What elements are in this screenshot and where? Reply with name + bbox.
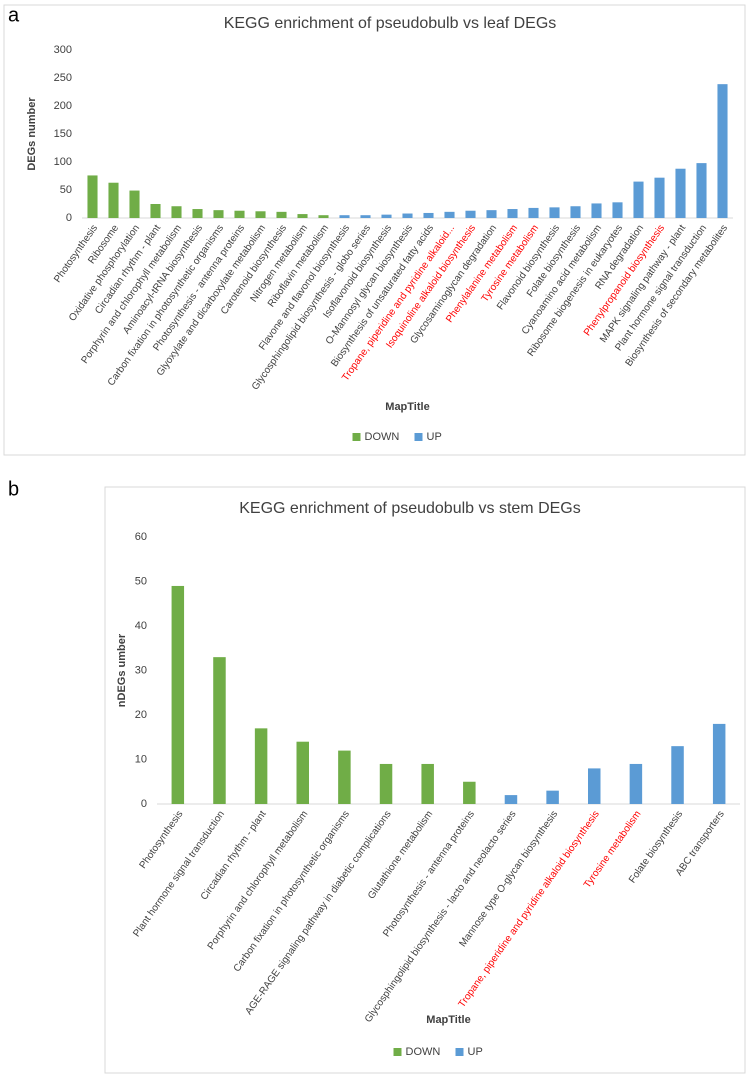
chart-title: KEGG enrichment of pseudobulb vs leaf DE… xyxy=(224,15,557,32)
bar xyxy=(629,763,643,804)
bar xyxy=(712,723,726,804)
bar xyxy=(504,795,518,804)
y-tick-label: 20 xyxy=(135,709,147,721)
y-tick-label: 300 xyxy=(54,44,72,56)
legend-swatch xyxy=(393,1048,402,1056)
bar xyxy=(192,209,203,218)
chart-title: KEGG enrichment of pseudobulb vs stem DE… xyxy=(239,500,580,517)
panel-frame xyxy=(104,486,746,1074)
y-tick-label: 0 xyxy=(66,212,72,224)
bar xyxy=(296,741,309,804)
bar xyxy=(423,212,434,218)
bar xyxy=(338,750,351,804)
legend-swatch xyxy=(455,1048,464,1056)
bar xyxy=(546,790,559,804)
bar xyxy=(463,781,476,804)
bar xyxy=(171,585,185,804)
bar xyxy=(421,763,434,804)
legend-swatch xyxy=(414,433,423,441)
y-tick-label: 30 xyxy=(135,664,147,676)
legend-swatch xyxy=(352,433,361,441)
bar xyxy=(318,215,329,218)
x-tick-label: Photosynthesis - antenna proteins xyxy=(381,809,477,939)
legend-label: DOWN xyxy=(406,1046,441,1058)
y-tick-label: 200 xyxy=(54,100,72,112)
bar xyxy=(255,211,266,218)
bar xyxy=(654,177,665,218)
bar xyxy=(591,203,602,218)
bar xyxy=(528,207,539,218)
bar xyxy=(108,182,119,218)
bar xyxy=(339,215,350,218)
y-tick-label: 60 xyxy=(135,531,147,543)
y-tick-label: 50 xyxy=(135,575,147,587)
bar xyxy=(717,84,728,218)
y-tick-label: 40 xyxy=(135,620,147,632)
bar xyxy=(213,657,226,804)
y-axis-label: DEGs number xyxy=(26,97,38,171)
bar xyxy=(379,763,393,804)
y-tick-label: 0 xyxy=(141,798,147,810)
x-tick-label: AGE-RAGE signaling pathway in diabetic c… xyxy=(243,809,393,1017)
bar xyxy=(633,181,644,218)
legend-label: DOWN xyxy=(365,431,400,443)
bar xyxy=(675,168,686,218)
panel-frame xyxy=(3,4,746,456)
bar xyxy=(671,746,684,804)
bar xyxy=(171,206,182,218)
bar xyxy=(444,211,455,218)
bar xyxy=(381,214,392,218)
y-tick-label: 150 xyxy=(54,128,72,140)
y-tick-label: 10 xyxy=(135,753,147,765)
bar xyxy=(549,207,560,218)
bar xyxy=(150,204,161,218)
legend-label: UP xyxy=(427,431,442,443)
x-tick-label: Glycosphingolipid biosynthesis - lacto a… xyxy=(363,809,519,1025)
bar xyxy=(254,728,268,804)
panel-label: b xyxy=(8,478,19,500)
y-axis-label: nDEGs umber xyxy=(116,633,128,707)
bar xyxy=(612,202,623,218)
y-tick-label: 100 xyxy=(54,156,72,168)
y-tick-label: 250 xyxy=(54,72,72,84)
bar xyxy=(486,210,497,218)
bar xyxy=(297,214,308,218)
bar xyxy=(87,175,98,218)
bar xyxy=(234,210,245,218)
bar xyxy=(129,190,140,218)
y-tick-label: 50 xyxy=(60,184,72,196)
bar xyxy=(402,213,413,218)
bar xyxy=(507,209,518,218)
bar xyxy=(360,215,371,218)
bar xyxy=(570,206,581,218)
x-tick-label: Plant hormone signal transduction xyxy=(131,809,227,939)
bar xyxy=(465,210,476,218)
x-tick-label: Photosynthesis xyxy=(138,809,186,871)
bar xyxy=(696,163,707,218)
x-axis-label: MapTitle xyxy=(426,1014,470,1026)
bar xyxy=(213,210,224,218)
x-axis-label: MapTitle xyxy=(385,401,429,413)
legend-label: UP xyxy=(468,1046,483,1058)
bar xyxy=(588,768,601,804)
bar xyxy=(276,211,287,218)
panel-label: a xyxy=(8,4,20,26)
